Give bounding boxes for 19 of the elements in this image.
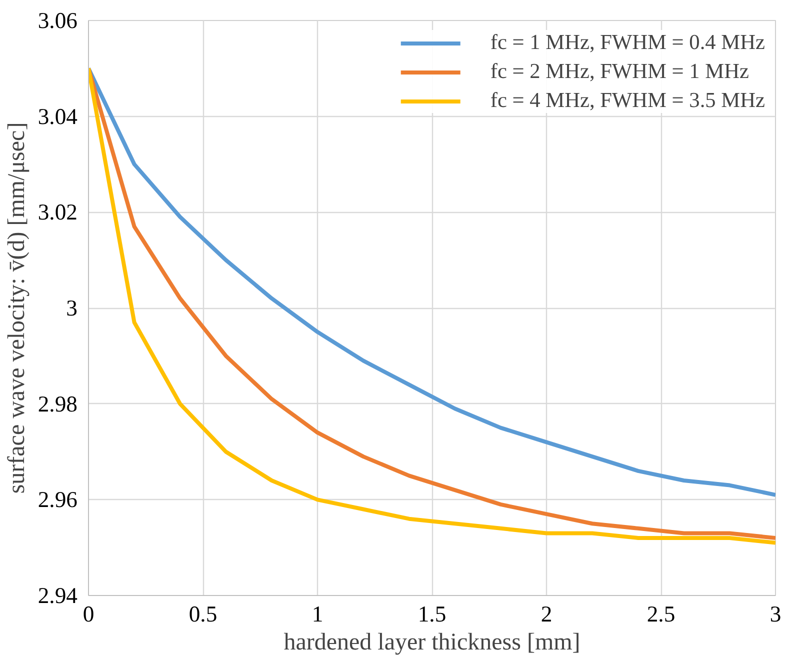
y-axis-title: surface wave velocity: v̄(d) [mm/μsec] bbox=[4, 122, 30, 494]
y-tick-label: 3.06 bbox=[38, 8, 78, 33]
legend-label: fc = 2 MHz, FWHM = 1 MHz bbox=[490, 59, 749, 84]
y-tick-label: 3.04 bbox=[38, 104, 78, 129]
y-tick-label: 2.96 bbox=[38, 487, 78, 512]
x-tick-label: 0 bbox=[82, 602, 94, 626]
y-tick-label: 3 bbox=[66, 296, 78, 320]
legend-label: fc = 4 MHz, FWHM = 3.5 MHz bbox=[490, 88, 765, 113]
y-tick-label: 2.94 bbox=[38, 583, 78, 608]
x-tick-label: 0.5 bbox=[188, 602, 218, 626]
y-tick-label: 3.02 bbox=[38, 200, 78, 225]
x-tick-label: 1 bbox=[312, 602, 324, 626]
legend-label: fc = 1 MHz, FWHM = 0.4 MHz bbox=[490, 30, 765, 55]
y-tick-label: 2.98 bbox=[38, 391, 78, 416]
x-tick-label: 2.5 bbox=[646, 602, 676, 626]
x-tick-label: 2 bbox=[540, 602, 552, 626]
x-tick-label: 3 bbox=[770, 602, 782, 626]
x-axis-title: hardened layer thickness [mm] bbox=[284, 630, 580, 656]
x-tick-label: 1.5 bbox=[418, 602, 446, 626]
